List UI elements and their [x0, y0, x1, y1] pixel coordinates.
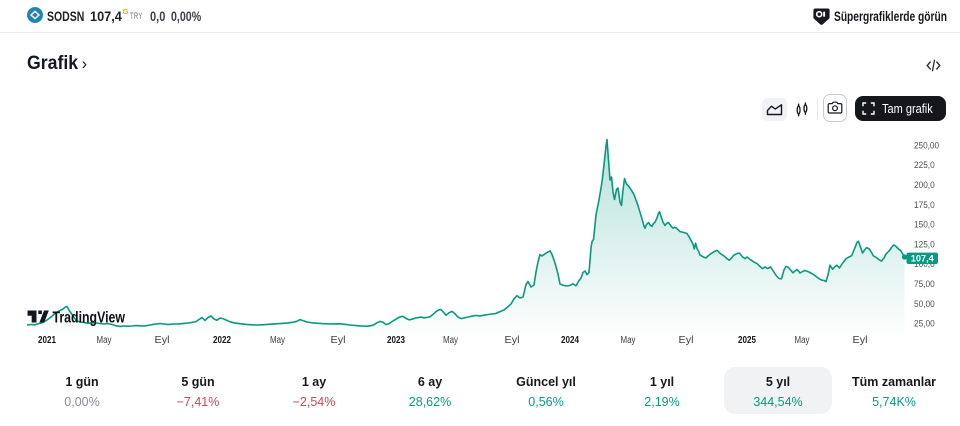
svg-text:2023: 2023 — [387, 335, 405, 346]
svg-text:75,00: 75,00 — [914, 279, 935, 290]
svg-text:TradingView: TradingView — [53, 310, 126, 327]
svg-text:125,0: 125,0 — [914, 239, 935, 250]
svg-text:25,00: 25,00 — [914, 319, 935, 330]
svg-text:100,0: 100,0 — [914, 259, 935, 270]
svg-text:2021: 2021 — [38, 335, 56, 346]
svg-text:200,0: 200,0 — [914, 180, 935, 191]
svg-text:May: May — [621, 335, 636, 346]
svg-text:2022: 2022 — [213, 335, 231, 346]
svg-text:50,00: 50,00 — [914, 299, 935, 310]
svg-text:Eyl: Eyl — [331, 335, 346, 346]
svg-text:Eyl: Eyl — [679, 335, 694, 346]
svg-text:225,0: 225,0 — [914, 160, 935, 171]
svg-text:Eyl: Eyl — [155, 335, 170, 346]
svg-text:Eyl: Eyl — [505, 335, 520, 346]
svg-text:May: May — [270, 335, 285, 346]
svg-text:250,00: 250,00 — [914, 140, 939, 151]
svg-text:2024: 2024 — [561, 335, 579, 346]
svg-text:2025: 2025 — [738, 335, 756, 346]
svg-text:150,0: 150,0 — [914, 220, 935, 231]
svg-text:May: May — [443, 335, 458, 346]
svg-text:107,4: 107,4 — [911, 253, 935, 264]
svg-text:175,0: 175,0 — [914, 200, 935, 211]
svg-text:Eyl: Eyl — [853, 335, 868, 346]
svg-text:May: May — [97, 335, 112, 346]
svg-text:May: May — [795, 335, 810, 346]
